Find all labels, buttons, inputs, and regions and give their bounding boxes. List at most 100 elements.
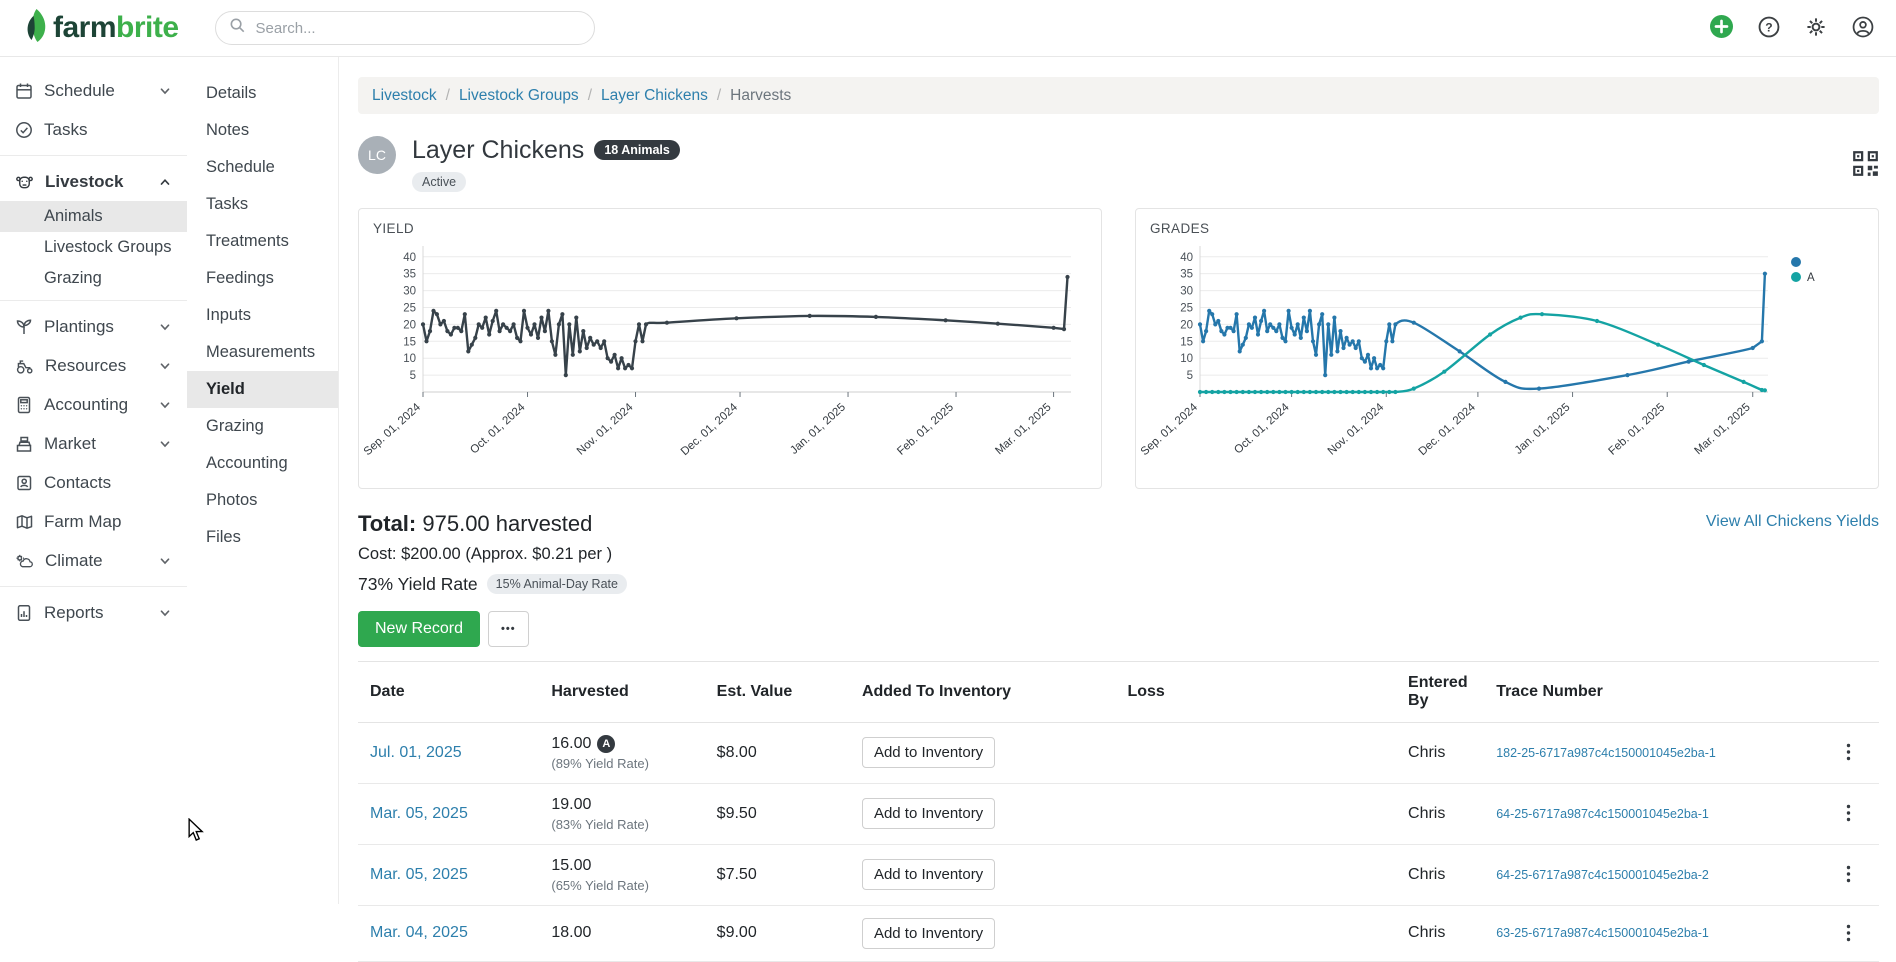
harvest-date-link[interactable]: Jul. 01, 2025 [370, 743, 462, 761]
subnav-item-details[interactable]: Details [206, 84, 257, 102]
avatar: LC [358, 136, 396, 174]
trace-number-link[interactable]: 64-25-6717a987c4c150001045e2ba-1 [1496, 806, 1709, 821]
row-menu-button[interactable] [1840, 739, 1857, 765]
svg-text:30: 30 [1180, 285, 1193, 297]
subnav-item-yield[interactable]: Yield [187, 371, 338, 408]
sidebar-divider [0, 300, 187, 301]
new-record-button[interactable]: New Record [358, 610, 481, 647]
sidebar-item-livestock[interactable]: Livestock [0, 162, 187, 201]
add-to-inventory-button[interactable]: Add to Inventory [861, 737, 996, 769]
table-header-row: Date Harvested Est. Value Added To Inventor… [358, 660, 1879, 723]
sidebar-item-market[interactable]: Market [0, 424, 187, 463]
kebab-icon [1846, 866, 1851, 883]
breadcrumb-current: Harvests [730, 86, 792, 104]
sidebar-item-farm-map[interactable]: Farm Map [0, 502, 187, 541]
breadcrumb-link-layer-chickens[interactable]: Layer Chickens [601, 86, 708, 104]
add-to-inventory-button[interactable]: Add to Inventory [861, 917, 996, 949]
sidebar-item-label: Climate [45, 550, 103, 570]
search-icon [229, 17, 246, 39]
add-button[interactable] [1710, 15, 1733, 41]
cow-icon [15, 173, 34, 191]
total-harvested: Total: 975.00 harvested [358, 510, 593, 536]
sidebar-item-schedule[interactable]: Schedule [0, 71, 187, 110]
sidebar-item-accounting[interactable]: Accounting [0, 385, 187, 424]
subnav-item-files[interactable]: Files [206, 528, 241, 546]
breadcrumb-separator: / [445, 86, 450, 104]
sidebar-item-label: Accounting [44, 394, 129, 414]
row-yield-rate: (83% Yield Rate) [551, 816, 649, 832]
harvest-date-link[interactable]: Mar. 05, 2025 [370, 804, 468, 822]
trace-number-link[interactable]: 182-25-6717a987c4c150001045e2ba-1 [1496, 745, 1716, 760]
row-menu-button[interactable] [1840, 920, 1857, 946]
sidebar-item-resources[interactable]: Resources [0, 346, 187, 385]
chevron-down-icon [157, 605, 173, 621]
chevron-down-icon [157, 319, 173, 335]
svg-text:5: 5 [410, 370, 416, 382]
trace-number-link[interactable]: 64-25-6717a987c4c150001045e2ba-2 [1496, 867, 1709, 882]
qr-code-button[interactable] [1852, 150, 1879, 180]
sidebar-item-label: Farm Map [44, 511, 122, 531]
harvest-date-link[interactable]: Mar. 05, 2025 [370, 865, 468, 883]
svg-text:5: 5 [1187, 370, 1193, 382]
global-search[interactable] [214, 11, 595, 45]
sidebar-item-animals[interactable]: Animals [0, 201, 187, 232]
svg-text:Nov. 01, 2024: Nov. 01, 2024 [575, 401, 636, 458]
harvest-date-link[interactable]: Mar. 04, 2025 [370, 924, 468, 942]
sidebar-item-label: Livestock [45, 171, 124, 191]
sidebar-item-plantings[interactable]: Plantings [0, 307, 187, 346]
sidebar-item-grazing[interactable]: Grazing [44, 269, 102, 287]
svg-text:Dec. 01, 2024: Dec. 01, 2024 [1417, 401, 1479, 458]
svg-text:Mar. 01, 2025: Mar. 01, 2025 [1692, 401, 1752, 457]
tractor-icon [15, 357, 34, 375]
loss-value [1119, 783, 1401, 845]
sidebar-item-contacts[interactable]: Contacts [0, 463, 187, 502]
breadcrumb-link-livestock[interactable]: Livestock [372, 86, 437, 104]
sidebar-item-tasks[interactable]: Tasks [0, 110, 187, 149]
chevron-down-icon [157, 397, 173, 413]
subnav-item-notes[interactable]: Notes [206, 121, 250, 139]
kebab-icon [1846, 805, 1851, 822]
navbar-actions: ? [1710, 15, 1874, 41]
help-button[interactable]: ? [1758, 16, 1780, 41]
svg-text:Mar. 01, 2025: Mar. 01, 2025 [993, 401, 1053, 457]
leaf-logo-icon [22, 8, 49, 49]
subnav-item-tasks[interactable]: Tasks [206, 195, 249, 213]
subnav-item-treatments[interactable]: Treatments [206, 232, 289, 250]
svg-text:Dec. 01, 2024: Dec. 01, 2024 [679, 401, 741, 458]
settings-button[interactable] [1805, 16, 1827, 41]
subnav-item-grazing[interactable]: Grazing [206, 417, 264, 435]
column-header-actions [1808, 660, 1879, 723]
more-actions-button[interactable]: ••• [488, 610, 529, 647]
sidebar-item-climate[interactable]: Climate [0, 541, 187, 580]
svg-text:25: 25 [403, 302, 416, 314]
yield-chart-title: YIELD [373, 220, 415, 236]
add-to-inventory-button[interactable]: Add to Inventory [861, 798, 996, 830]
add-to-inventory-button[interactable]: Add to Inventory [861, 859, 996, 891]
farmbrite-logo[interactable]: farmbrite [22, 8, 179, 49]
column-header-loss: Loss [1119, 660, 1401, 723]
account-button[interactable] [1852, 16, 1874, 41]
subnav-item-inputs[interactable]: Inputs [206, 306, 251, 324]
table-row: Jul. 01, 2025 16.00 A (89% Yield Rate) $8.00… [358, 722, 1879, 784]
user-circle-icon [1852, 16, 1874, 41]
sidebar-item-livestock-groups[interactable]: Livestock Groups [44, 238, 172, 256]
subnav-item-photos[interactable]: Photos [206, 491, 258, 509]
subnav-item-accounting[interactable]: Accounting [206, 454, 288, 472]
sidebar-item-reports[interactable]: Reports [0, 593, 187, 632]
yield-chart: 5 10 15 20 25 30 35 40 Sep. 01, 2024 Oct. 01, 202… [362, 245, 1071, 458]
row-menu-button[interactable] [1840, 800, 1857, 826]
row-menu-button[interactable] [1840, 861, 1857, 887]
table-row: Mar. 05, 2025 19.00 (83% Yield Rate) $9.50 A… [358, 783, 1879, 845]
breadcrumb-link-livestock-groups[interactable]: Livestock Groups [458, 86, 579, 104]
subnav-item-measurements[interactable]: Measurements [206, 343, 316, 361]
chevron-down-icon [157, 358, 173, 374]
search-input[interactable] [253, 18, 581, 38]
svg-text:Jan. 01, 2025: Jan. 01, 2025 [788, 401, 848, 457]
view-all-yields-link[interactable]: View All Chickens Yields [1705, 512, 1879, 530]
subnav-item-feedings[interactable]: Feedings [206, 269, 274, 287]
gear-icon [1805, 16, 1827, 41]
subnav-item-schedule[interactable]: Schedule [206, 158, 275, 176]
trace-number-link[interactable]: 63-25-6717a987c4c150001045e2ba-1 [1496, 926, 1709, 941]
svg-text:25: 25 [1180, 302, 1193, 314]
animal-count-badge: 18 Animals [594, 140, 680, 161]
